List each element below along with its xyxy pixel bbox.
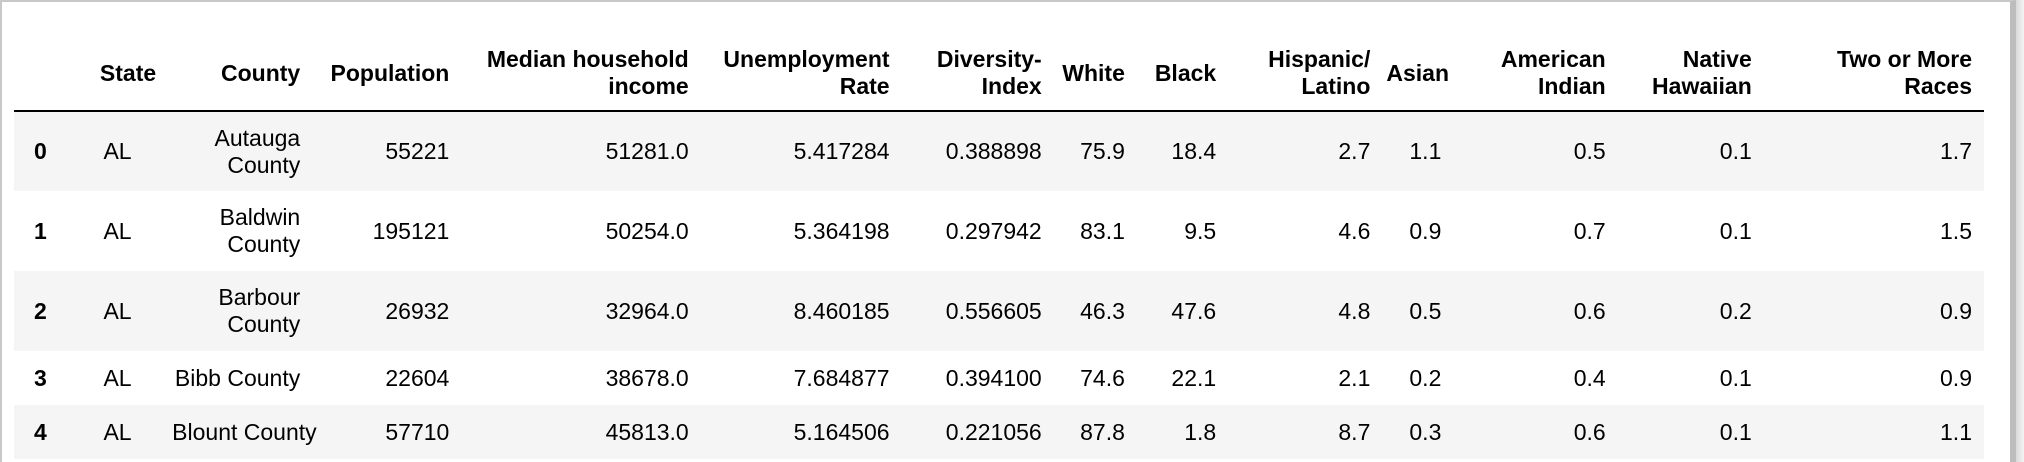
cell-american-indian: 0.7 <box>1573 217 1606 244</box>
table-row: 2 AL Barbour County 26932 32964.0 8.4601… <box>14 271 1984 351</box>
row-index: 3 <box>34 364 47 391</box>
cell-income: 38678.0 <box>605 364 689 391</box>
header-asian: Asian <box>1382 36 1454 112</box>
cell-native-hawaiian: 0.1 <box>1719 364 1752 391</box>
header-population: Population <box>312 36 462 112</box>
table-row: 0 AL Autauga County 55221 51281.0 5.4172… <box>14 111 1984 191</box>
header-county: County <box>168 36 313 112</box>
cell-population: 195121 <box>372 217 450 244</box>
cell-hispanic: 4.8 <box>1338 297 1371 324</box>
cell-diversity: 0.297942 <box>945 217 1042 244</box>
cell-unemployment: 5.164506 <box>793 418 890 445</box>
cell-state: AL <box>103 418 132 445</box>
cell-asian: 1.1 <box>1409 138 1442 164</box>
header-median-household-income: Median household income <box>461 36 701 112</box>
cell-native-hawaiian: 0.2 <box>1719 297 1752 324</box>
cell-two-or-more: 0.9 <box>1940 364 1972 391</box>
header-diversity-index: Diversity-Index <box>901 36 1054 112</box>
cell-county: Bibb County <box>174 364 301 391</box>
cell-two-or-more: 1.7 <box>1940 138 1972 164</box>
cell-hispanic: 4.6 <box>1338 217 1371 244</box>
cell-income: 51281.0 <box>605 138 689 164</box>
cell-asian: 0.5 <box>1409 297 1442 324</box>
cell-black: 9.5 <box>1184 217 1217 244</box>
header-white: White <box>1053 36 1137 112</box>
header-two-or-more-races: Two or More Races <box>1763 36 1984 112</box>
cell-income: 50254.0 <box>605 217 689 244</box>
header-american-indian: American Indian <box>1453 36 1618 112</box>
header-index <box>14 36 75 112</box>
header-native-hawaiian: Native Hawaiian <box>1617 36 1764 112</box>
dataframe-table: State County Population Median household… <box>14 36 1984 459</box>
cell-unemployment: 8.460185 <box>793 297 890 324</box>
table-row: 3 AL Bibb County 22604 38678.0 7.684877 … <box>14 351 1984 405</box>
cell-black: 18.4 <box>1171 138 1217 164</box>
header-row: State County Population Median household… <box>14 36 1984 112</box>
cell-asian: 0.2 <box>1409 364 1442 391</box>
cell-county: Baldwin County <box>219 204 301 257</box>
header-hispanic-latino: Hispanic/ Latino <box>1228 36 1383 112</box>
cell-american-indian: 0.4 <box>1573 364 1606 391</box>
cell-diversity: 0.221056 <box>945 418 1042 445</box>
cell-hispanic: 8.7 <box>1338 418 1371 445</box>
cell-unemployment: 7.684877 <box>793 364 890 391</box>
cell-american-indian: 0.6 <box>1573 418 1606 445</box>
cell-population: 55221 <box>385 138 450 164</box>
cell-white: 83.1 <box>1080 217 1125 244</box>
cell-unemployment: 5.417284 <box>793 138 890 164</box>
cell-state: AL <box>103 297 132 324</box>
cell-unemployment: 5.364198 <box>793 217 890 244</box>
cell-asian: 0.9 <box>1409 217 1442 244</box>
cell-two-or-more: 1.1 <box>1940 418 1972 445</box>
cell-two-or-more: 0.9 <box>1940 297 1972 324</box>
cell-white: 46.3 <box>1080 297 1125 324</box>
cell-native-hawaiian: 0.1 <box>1719 217 1752 244</box>
cell-american-indian: 0.6 <box>1573 297 1606 324</box>
cell-population: 22604 <box>385 364 450 391</box>
cell-white: 87.8 <box>1080 418 1125 445</box>
header-state: State <box>74 36 169 112</box>
cell-income: 45813.0 <box>605 418 689 445</box>
cell-native-hawaiian: 0.1 <box>1719 418 1752 445</box>
cell-population: 57710 <box>385 418 450 445</box>
cell-population: 26932 <box>385 297 450 324</box>
cell-state: AL <box>103 217 132 244</box>
row-index: 2 <box>34 297 47 324</box>
cell-diversity: 0.556605 <box>945 297 1042 324</box>
cell-black: 22.1 <box>1171 364 1217 391</box>
cell-hispanic: 2.1 <box>1338 364 1371 391</box>
cell-income: 32964.0 <box>605 297 689 324</box>
cell-black: 1.8 <box>1184 418 1217 445</box>
cell-county: Blount County <box>172 418 317 445</box>
cell-two-or-more: 1.5 <box>1940 217 1972 244</box>
cell-county: Autauga County <box>214 124 301 178</box>
cell-state: AL <box>103 364 132 391</box>
cell-native-hawaiian: 0.1 <box>1719 138 1752 164</box>
table-row: 4 AL Blount County 57710 45813.0 5.16450… <box>14 405 1984 459</box>
cell-black: 47.6 <box>1171 297 1217 324</box>
row-index: 1 <box>34 217 47 244</box>
cell-diversity: 0.388898 <box>945 138 1042 164</box>
cell-diversity: 0.394100 <box>945 364 1042 391</box>
row-index: 0 <box>34 138 47 164</box>
cell-asian: 0.3 <box>1409 418 1442 445</box>
row-index: 4 <box>34 418 47 445</box>
cell-state: AL <box>103 138 132 164</box>
cell-county: Barbour County <box>218 284 301 337</box>
table-row: 1 AL Baldwin County 195121 50254.0 5.364… <box>14 191 1984 271</box>
header-black: Black <box>1136 36 1229 112</box>
cell-hispanic: 2.7 <box>1338 138 1371 164</box>
header-unemployment-rate: Unemployment Rate <box>700 36 902 112</box>
frame-shadow <box>2016 0 2024 462</box>
cell-white: 74.6 <box>1080 364 1125 391</box>
cell-american-indian: 0.5 <box>1573 138 1606 164</box>
cell-white: 75.9 <box>1080 138 1125 164</box>
